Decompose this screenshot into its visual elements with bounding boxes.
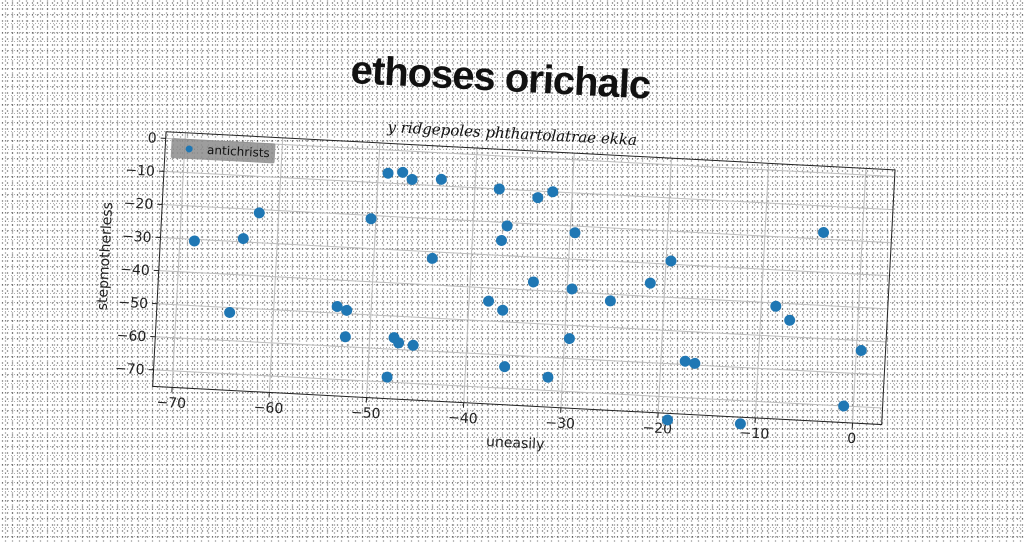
data-point <box>542 371 554 383</box>
grid <box>153 132 895 425</box>
data-point <box>340 331 352 343</box>
data-point <box>818 227 830 239</box>
data-point <box>406 174 418 186</box>
data-point <box>501 220 513 232</box>
x-grid-line <box>853 168 866 423</box>
x-grid-line <box>464 148 477 403</box>
data-point <box>689 358 701 370</box>
data-point <box>645 277 657 289</box>
data-point <box>483 295 495 307</box>
data-point <box>564 333 576 345</box>
data-point <box>605 295 617 307</box>
y-grid-line <box>166 138 895 176</box>
data-point <box>569 227 581 239</box>
data-point <box>381 371 393 383</box>
x-grid-line <box>367 143 380 398</box>
data-point <box>784 314 796 326</box>
legend[interactable]: antichrists <box>171 138 276 163</box>
x-tick-label: 0 <box>847 431 857 447</box>
plot-frame <box>153 132 895 425</box>
data-point <box>770 300 782 312</box>
y-tick-label: −50 <box>118 295 148 313</box>
x-tick-label: −70 <box>156 395 186 413</box>
data-point <box>566 283 578 295</box>
y-tick-label: −60 <box>116 328 146 346</box>
y-tick-label: −30 <box>122 229 152 247</box>
data-point <box>341 305 353 317</box>
y-tick-label: 0 <box>147 130 157 146</box>
x-tick-label: −60 <box>253 400 283 418</box>
x-grid-line <box>172 133 185 388</box>
data-point <box>189 235 201 247</box>
data-point <box>365 213 377 225</box>
data-point <box>382 167 394 179</box>
data-point <box>497 304 509 316</box>
y-axis-label: stepmotherless <box>95 202 117 311</box>
data-point <box>665 255 677 267</box>
data-point <box>436 174 448 186</box>
y-tick-label: −10 <box>125 162 155 180</box>
x-grid-line <box>269 138 282 393</box>
x-tick-label: −30 <box>545 415 575 433</box>
y-grid-line <box>162 204 891 242</box>
data-point <box>494 183 506 195</box>
data-point <box>496 235 508 247</box>
y-tick-label: −70 <box>115 361 145 379</box>
data-point <box>407 340 419 352</box>
x-axis-label: uneasily <box>486 434 545 453</box>
data-point <box>532 192 544 204</box>
y-tick-label: −40 <box>120 262 150 280</box>
data-point <box>855 345 867 357</box>
y-grid-line <box>164 171 893 209</box>
y-tick-label: −20 <box>123 195 153 213</box>
data-point <box>528 276 540 288</box>
data-point <box>427 253 439 265</box>
x-grid-line <box>561 153 574 408</box>
data-point <box>331 301 343 313</box>
x-tick-label: −40 <box>448 410 478 428</box>
y-grid-line <box>160 238 889 276</box>
x-tick-label: −50 <box>351 405 381 423</box>
data-point <box>224 307 236 319</box>
x-grid-line <box>755 163 768 418</box>
data-point <box>679 355 691 367</box>
data-point <box>547 186 559 198</box>
x-grid-line <box>658 158 671 413</box>
data-point <box>499 361 511 373</box>
data-point <box>237 233 249 245</box>
y-grid-line <box>155 337 884 375</box>
data-point <box>397 167 409 179</box>
data-point <box>253 207 265 219</box>
data-point <box>838 400 850 412</box>
